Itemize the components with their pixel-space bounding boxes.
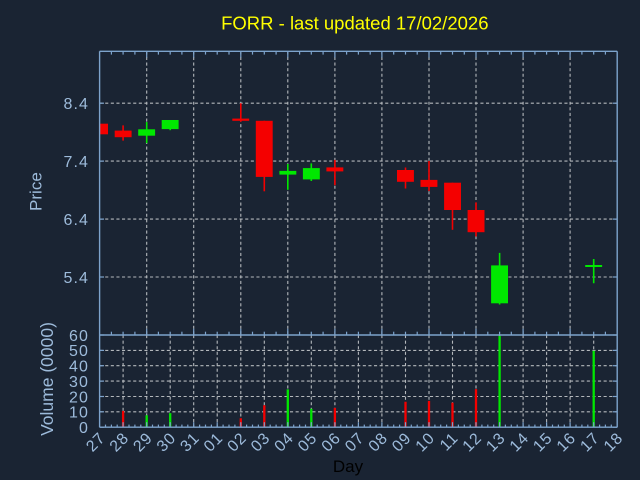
svg-text:10: 10: [69, 405, 89, 422]
svg-text:0: 0: [79, 420, 89, 437]
svg-text:30: 30: [69, 374, 89, 391]
svg-text:8.4: 8.4: [63, 96, 89, 113]
svg-text:40: 40: [69, 359, 89, 376]
svg-text:50: 50: [69, 343, 89, 360]
svg-text:6.4: 6.4: [63, 212, 89, 229]
svg-text:Price: Price: [27, 172, 46, 211]
svg-text:60: 60: [69, 328, 89, 345]
svg-text:7.4: 7.4: [63, 154, 89, 171]
svg-text:Day: Day: [333, 457, 364, 476]
svg-text:FORR - last updated 17/02/2026: FORR - last updated 17/02/2026: [221, 12, 488, 33]
svg-text:Volume (0000): Volume (0000): [37, 322, 57, 436]
svg-text:5.4: 5.4: [63, 270, 89, 287]
svg-text:20: 20: [69, 389, 89, 406]
